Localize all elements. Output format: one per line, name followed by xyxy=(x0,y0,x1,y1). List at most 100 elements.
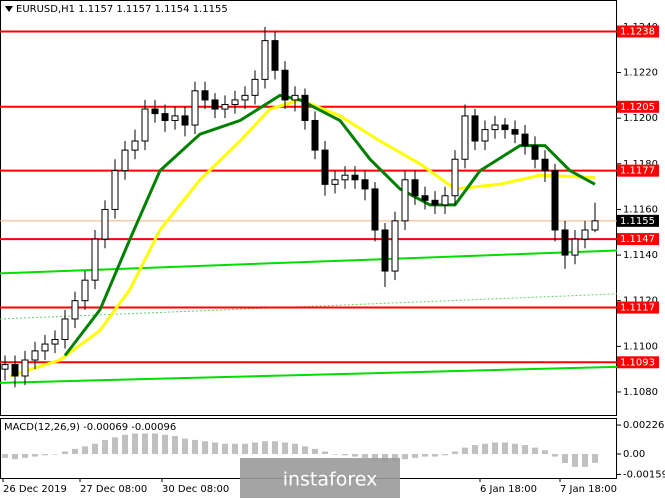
macd-bar xyxy=(412,454,418,458)
level-label-box xyxy=(617,100,659,113)
level-label: 1.1238 xyxy=(620,26,655,37)
candle-body xyxy=(441,195,449,206)
macd-bar xyxy=(192,439,198,455)
candle-body xyxy=(111,170,119,210)
candle-body xyxy=(521,133,529,147)
macd-y-tick-label: 0.00226 xyxy=(623,420,664,431)
candle-body xyxy=(171,115,179,121)
macd-bar xyxy=(182,438,188,455)
macd-bar xyxy=(32,454,38,457)
current-price-label: 1.1155 xyxy=(620,216,655,227)
level-label: 1.1205 xyxy=(620,102,655,113)
candle-body xyxy=(261,40,269,80)
x-tick-label: 6 Jan 18:00 xyxy=(480,484,537,495)
candle-body xyxy=(61,318,69,340)
candle-body xyxy=(581,229,589,240)
macd-bar xyxy=(522,445,528,455)
macd-bar xyxy=(282,442,288,455)
macd-bar xyxy=(72,448,78,455)
macd-bar xyxy=(222,443,228,455)
macd-bar xyxy=(442,454,448,456)
macd-bar xyxy=(582,454,588,467)
candle-body xyxy=(71,300,79,320)
candle-body xyxy=(201,90,209,101)
macd-bar xyxy=(492,442,498,455)
y-tick-label: 1.1120 xyxy=(623,296,658,307)
watermark: instaforex xyxy=(283,469,378,491)
candle-body xyxy=(121,149,129,172)
background-layer xyxy=(0,30,618,384)
macd-bar xyxy=(332,454,338,455)
candle-body xyxy=(511,129,519,135)
x-tick-label: 30 Dec 08:00 xyxy=(162,484,229,495)
candle-body xyxy=(451,158,459,197)
candle-body xyxy=(221,103,229,110)
y-tick-label: 1.1140 xyxy=(623,250,658,261)
candle-body xyxy=(1,364,9,370)
candle-body xyxy=(541,158,549,172)
candle-body xyxy=(91,238,99,281)
macd-bar xyxy=(112,437,118,455)
candle-body xyxy=(471,115,479,142)
price-panel xyxy=(0,0,617,416)
x-tick-label: 27 Dec 08:00 xyxy=(80,484,147,495)
macd-bar xyxy=(362,454,368,458)
y-tick-label: 1.1220 xyxy=(623,68,658,79)
candle-body xyxy=(391,220,399,272)
macd-bar xyxy=(342,454,348,456)
candle-body xyxy=(181,115,189,126)
candle-body xyxy=(191,90,199,126)
candle-body xyxy=(431,199,439,206)
candle-body xyxy=(401,179,409,222)
macd-y-tick-label: -0.00159 xyxy=(623,469,665,480)
macd-bar xyxy=(532,447,538,455)
candle-body xyxy=(231,99,239,105)
macd-bar xyxy=(172,436,178,455)
candle-body xyxy=(301,94,309,121)
down-arrow-icon xyxy=(5,6,13,12)
macd-bar xyxy=(62,451,68,455)
x-tick-label: 7 Jan 18:00 xyxy=(560,484,617,495)
candle-body xyxy=(101,208,109,240)
chart-header: EURUSD,H1 1.1157 1.1157 1.1154 1.1155 xyxy=(16,4,228,15)
candle-body xyxy=(321,149,329,185)
candle-body xyxy=(551,170,559,231)
macd-bar xyxy=(422,454,428,457)
macd-bar xyxy=(122,434,128,455)
candle-body xyxy=(381,229,389,272)
macd-bar xyxy=(372,454,378,461)
candle-body xyxy=(271,40,279,71)
candle-body xyxy=(31,350,39,361)
macd-bar xyxy=(92,443,98,455)
candle-body xyxy=(571,238,579,256)
macd-bar xyxy=(512,443,518,455)
candle-body xyxy=(51,338,59,345)
candle-body xyxy=(591,220,599,231)
candle-body xyxy=(291,94,299,101)
candle-body xyxy=(151,108,159,115)
candle-body xyxy=(341,174,349,181)
level-label: 1.1147 xyxy=(620,234,655,245)
candle-body xyxy=(161,113,169,121)
x-tick-label: 26 Dec 2019 xyxy=(3,484,67,495)
candle-body xyxy=(531,145,539,160)
macd-bar xyxy=(482,443,488,455)
macd-bar xyxy=(102,439,108,455)
level-label-box xyxy=(617,233,659,246)
candle-body xyxy=(141,108,149,142)
macd-bar xyxy=(152,433,158,455)
level-label: 1.1093 xyxy=(620,357,655,368)
macd-bar xyxy=(392,454,398,462)
current-price-box xyxy=(617,214,659,227)
macd-bar xyxy=(12,454,18,460)
candle-body xyxy=(131,140,139,151)
macd-title: MACD(12,26,9) -0.00069 -0.00096 xyxy=(4,422,176,433)
candle-body xyxy=(11,364,19,377)
trend-line xyxy=(0,249,618,275)
macd-bar xyxy=(562,454,568,463)
y-tick-label: 1.1180 xyxy=(623,159,658,170)
macd-bar xyxy=(2,454,8,458)
candle-body xyxy=(411,179,419,197)
macd-bar xyxy=(552,454,558,457)
